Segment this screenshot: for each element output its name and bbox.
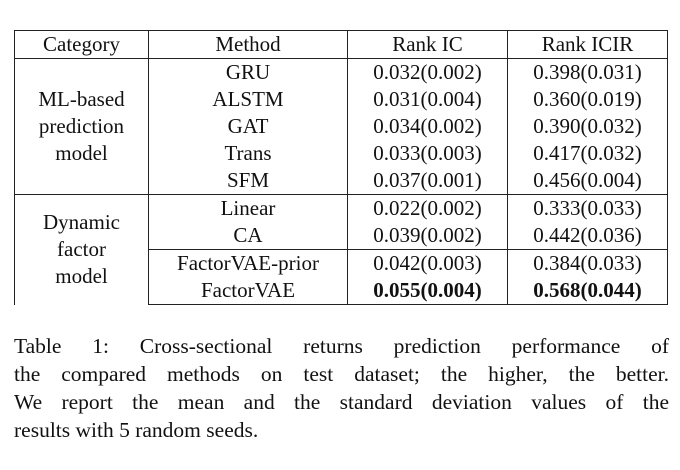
category-cell-dynamic-factor: Dynamic factor model — [14, 194, 149, 305]
table-header-row: Category Method Rank IC Rank ICIR — [14, 30, 668, 59]
rank-ic-cell: 0.042(0.003) — [347, 249, 508, 277]
table-row: Trans 0.033(0.003) 0.417(0.032) — [15, 140, 668, 167]
rank-ic-cell: 0.032(0.002) — [347, 58, 508, 86]
caption-line: We report the mean and the standard devi… — [14, 390, 669, 414]
method-cell: GRU — [148, 58, 348, 86]
rank-icir-cell: 0.384(0.033) — [507, 249, 668, 277]
category-line: model — [55, 141, 108, 165]
rank-ic-cell-best: 0.055(0.004) — [347, 277, 508, 305]
caption-line: Table 1: Cross-sectional returns predict… — [14, 334, 669, 358]
table-row: ML-based prediction model GRU 0.032(0.00… — [14, 58, 668, 195]
header-rank-ic: Rank IC — [347, 30, 508, 59]
header-rank-icir: Rank ICIR — [507, 30, 668, 59]
results-table: Category Method Rank IC Rank ICIR ML-bas… — [14, 30, 668, 305]
category-cell-ml-based: ML-based prediction model — [14, 58, 149, 195]
table-row: Dynamic factor model Linear 0.022(0.002)… — [14, 194, 668, 305]
rank-ic-cell: 0.037(0.001) — [347, 167, 508, 195]
header-method: Method — [148, 30, 348, 59]
rank-ic-cell: 0.034(0.002) — [347, 113, 508, 140]
category-line: factor — [57, 237, 106, 262]
category-line: Dynamic — [43, 210, 120, 235]
table-row: GAT 0.034(0.002) 0.390(0.032) — [15, 113, 668, 140]
method-cell: SFM — [148, 167, 348, 195]
table-row: ALSTM 0.031(0.004) 0.360(0.019) — [15, 86, 668, 113]
rank-ic-cell: 0.039(0.002) — [347, 222, 508, 250]
table-caption: Table 1: Cross-sectional returns predict… — [14, 332, 669, 444]
category-line: prediction — [38, 114, 125, 138]
method-cell: Linear — [148, 194, 348, 222]
rank-ic-cell: 0.033(0.003) — [347, 140, 508, 167]
category-line: ML-based — [38, 87, 125, 111]
rank-icir-cell: 0.390(0.032) — [507, 113, 668, 140]
table-row: FactorVAE-prior 0.042(0.003) 0.384(0.033… — [15, 249, 668, 277]
rank-icir-cell: 0.360(0.019) — [507, 86, 668, 113]
rank-icir-cell: 0.417(0.032) — [507, 140, 668, 167]
method-cell: FactorVAE-prior — [148, 249, 348, 277]
table-row: CA 0.039(0.002) 0.442(0.036) — [15, 222, 668, 250]
rank-icir-cell-best: 0.568(0.044) — [507, 277, 668, 305]
results-table-container: Category Method Rank IC Rank ICIR ML-bas… — [14, 30, 668, 305]
table-row: SFM 0.037(0.001) 0.456(0.004) — [15, 167, 668, 195]
caption-line: the compared methods on test dataset; th… — [14, 362, 669, 386]
rank-icir-cell: 0.398(0.031) — [507, 58, 668, 86]
header-category: Category — [14, 30, 149, 59]
method-cell: CA — [148, 222, 348, 250]
category-line: model — [55, 264, 108, 289]
method-cell: GAT — [148, 113, 348, 140]
caption-line: results with 5 random seeds. — [14, 418, 259, 442]
rank-icir-cell: 0.442(0.036) — [507, 222, 668, 250]
rank-ic-cell: 0.022(0.002) — [347, 194, 508, 222]
method-cell: Trans — [148, 140, 348, 167]
rank-ic-cell: 0.031(0.004) — [347, 86, 508, 113]
method-cell: FactorVAE — [148, 277, 348, 305]
method-cell: ALSTM — [148, 86, 348, 113]
rank-icir-cell: 0.333(0.033) — [507, 194, 668, 222]
table-row: FactorVAE 0.055(0.004) 0.568(0.044) — [15, 277, 668, 305]
rank-icir-cell: 0.456(0.004) — [507, 167, 668, 195]
